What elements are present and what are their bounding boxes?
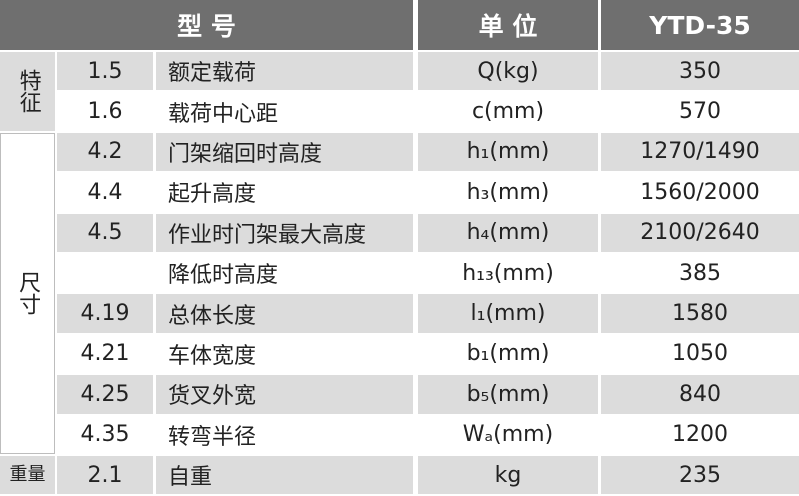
group-label: 特征 [0, 52, 55, 131]
row-name: 车体宽度 [156, 334, 413, 374]
row-value: 385 [601, 254, 799, 293]
row-value: 350 [601, 52, 799, 91]
row-value: 1270/1490 [601, 132, 799, 172]
row-code: 2.1 [57, 456, 153, 495]
row-value: 570 [601, 92, 799, 131]
row-unit: h₃(mm) [418, 173, 598, 212]
row-code: 4.21 [57, 334, 153, 374]
row-code: 4.5 [57, 213, 153, 252]
row-name: 载荷中心距 [156, 92, 413, 131]
row-name: 货叉外宽 [156, 375, 413, 414]
row-unit: Q(kg) [418, 52, 598, 91]
header-unit: 单 位 [418, 0, 598, 50]
row-code [57, 254, 153, 293]
row-name: 转弯半径 [156, 415, 413, 454]
row-name: 降低时高度 [156, 254, 413, 293]
row-name: 作业时门架最大高度 [156, 213, 413, 252]
row-code: 4.2 [57, 132, 153, 172]
row-value: 1580 [601, 294, 799, 333]
row-unit: h₄(mm) [418, 213, 598, 252]
row-name: 自重 [156, 456, 413, 495]
row-name: 门架缩回时高度 [156, 132, 413, 172]
row-code: 4.25 [57, 375, 153, 414]
row-unit: l₁(mm) [418, 294, 598, 333]
row-name: 起升高度 [156, 173, 413, 212]
row-name: 额定载荷 [156, 52, 413, 91]
row-unit: Wₐ(mm) [418, 415, 598, 454]
header-name: 型 号 [0, 0, 413, 50]
row-code: 4.4 [57, 173, 153, 212]
row-code: 1.6 [57, 92, 153, 131]
row-unit: b₁(mm) [418, 334, 598, 374]
row-unit: b₅(mm) [418, 375, 598, 414]
row-unit: h₁₃(mm) [418, 254, 598, 293]
group-label: 尺寸 [0, 132, 55, 454]
group-label: 重量 [0, 456, 55, 495]
row-value: 235 [601, 456, 799, 495]
row-value: 1200 [601, 415, 799, 454]
row-unit: h₁(mm) [418, 132, 598, 172]
row-unit: c(mm) [418, 92, 598, 131]
row-value: 2100/2640 [601, 213, 799, 252]
row-code: 1.5 [57, 52, 153, 91]
row-name: 总体长度 [156, 294, 413, 333]
row-value: 1050 [601, 334, 799, 374]
row-value: 1560/2000 [601, 173, 799, 212]
row-unit: kg [418, 456, 598, 495]
row-value: 840 [601, 375, 799, 414]
row-code: 4.19 [57, 294, 153, 333]
row-code: 4.35 [57, 415, 153, 454]
header-model: YTD-35 [601, 0, 799, 50]
